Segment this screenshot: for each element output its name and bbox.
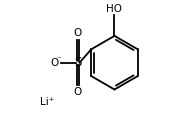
Text: ⁻: ⁻ [57, 55, 61, 64]
Text: O: O [50, 58, 59, 68]
Text: O: O [74, 87, 82, 97]
Text: S: S [74, 56, 82, 69]
Text: O: O [74, 28, 82, 38]
Text: Li⁺: Li⁺ [40, 97, 54, 107]
Text: HO: HO [107, 4, 123, 14]
